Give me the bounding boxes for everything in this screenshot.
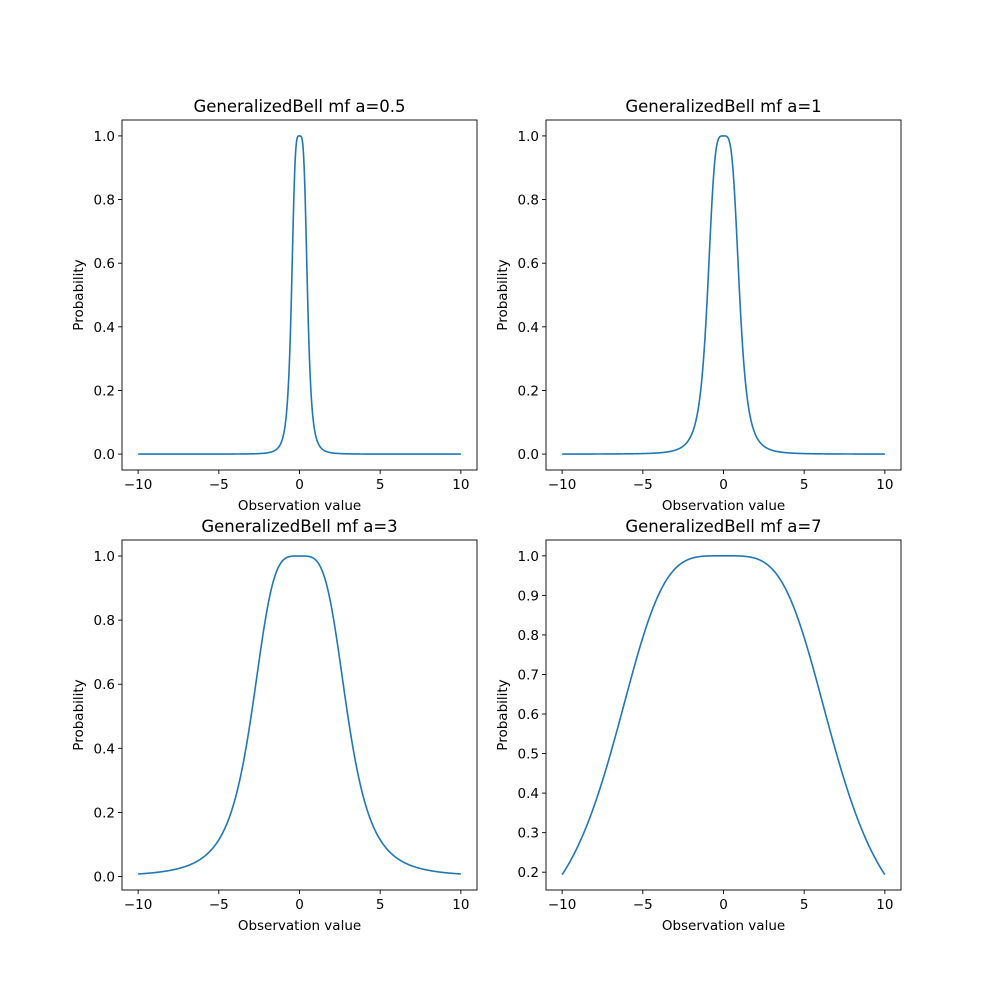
y-tick-label: 0.6: [94, 256, 115, 272]
subplot-2: −10 −5 0 5 10 0.0 0.2 0.4 0.6 0.8 1.0 GeneralizedBe…: [495, 97, 902, 514]
y-tick-label: 0.4: [94, 320, 115, 336]
x-axis-label: Observation value: [662, 918, 785, 934]
x-tick-label: −5: [209, 477, 229, 493]
x-tick-label: 5: [800, 477, 809, 493]
y-tick-label: 1.0: [94, 129, 115, 145]
y-tick-label: 1.0: [94, 549, 115, 565]
y-tick-label: 0.6: [94, 677, 115, 693]
y-tick-label: 0.6: [518, 707, 539, 723]
y-tick-label: 0.2: [518, 865, 539, 881]
chart-title: GeneralizedBell mf a=1: [625, 97, 821, 116]
y-axis-label: Probability: [71, 259, 87, 330]
x-tick-label: −10: [548, 897, 577, 913]
y-tick-label: 1.0: [518, 129, 539, 145]
y-tick-label: 0.8: [518, 628, 539, 644]
y-tick-label: 0.0: [518, 447, 539, 463]
y-tick-label: 0.6: [518, 256, 539, 272]
x-tick-label: 10: [452, 477, 469, 493]
y-tick-label: 0.4: [518, 786, 539, 802]
y-axis-label: Probability: [495, 259, 511, 330]
x-tick-label: 10: [452, 897, 469, 913]
x-tick-label: 0: [295, 477, 304, 493]
subplot-1: −10 −5 0 5 10 0.0 0.2 0.4 0.6 0.8 1.0 GeneralizedBe…: [71, 97, 478, 514]
x-axis-label: Observation value: [238, 498, 361, 514]
y-tick-label: 0.9: [518, 588, 539, 604]
x-tick-label: −5: [209, 897, 229, 913]
y-tick-label: 0.7: [518, 667, 539, 683]
y-tick-label: 0.8: [94, 613, 115, 629]
x-tick-label: 0: [719, 897, 728, 913]
y-tick-label: 0.2: [94, 805, 115, 821]
x-tick-label: 5: [800, 897, 809, 913]
y-tick-label: 0.0: [94, 870, 115, 886]
y-tick-label: 0.5: [518, 747, 539, 763]
y-axis-label: Probability: [71, 679, 87, 750]
y-tick-label: 1.0: [518, 549, 539, 565]
x-tick-label: −10: [124, 897, 153, 913]
y-tick-label: 0.2: [94, 383, 115, 399]
x-tick-label: 10: [876, 897, 893, 913]
x-tick-label: 0: [719, 477, 728, 493]
y-tick-label: 0.0: [94, 447, 115, 463]
x-tick-label: −10: [124, 477, 153, 493]
y-tick-label: 0.8: [518, 193, 539, 209]
x-tick-label: −5: [633, 477, 653, 493]
subplot-4: −10 −5 0 5 10 0.2 0.3 0.4 0.5 0.6 0.7 0.8 0.9 1.0 Gene…: [495, 517, 902, 934]
y-tick-label: 0.4: [518, 320, 539, 336]
axes-frame: [121, 539, 478, 891]
chart-title: GeneralizedBell mf a=3: [201, 517, 397, 536]
x-tick-label: −10: [548, 477, 577, 493]
subplot-3: −10 −5 0 5 10 0.0 0.2 0.4 0.6 0.8 1.0 GeneralizedBe…: [71, 517, 478, 934]
x-tick-label: −5: [633, 897, 653, 913]
axes-frame: [545, 119, 902, 471]
series-line: [561, 555, 886, 876]
x-axis-label: Observation value: [238, 918, 361, 934]
series-line: [138, 135, 461, 455]
x-tick-label: 0: [295, 897, 304, 913]
y-tick-label: 0.8: [94, 193, 115, 209]
series-line: [562, 135, 885, 455]
x-tick-label: 10: [876, 477, 893, 493]
y-tick-label: 0.3: [518, 826, 539, 842]
chart-title: GeneralizedBell mf a=0.5: [193, 97, 405, 116]
x-tick-label: 5: [376, 897, 385, 913]
x-axis-label: Observation value: [662, 498, 785, 514]
series-line: [138, 555, 461, 875]
chart-title: GeneralizedBell mf a=7: [625, 517, 821, 536]
y-axis-label: Probability: [495, 679, 511, 750]
axes-frame: [545, 539, 902, 891]
y-tick-label: 0.2: [518, 383, 539, 399]
y-tick-label: 0.4: [94, 741, 115, 757]
x-tick-label: 5: [376, 477, 385, 493]
axes-frame: [121, 119, 478, 471]
